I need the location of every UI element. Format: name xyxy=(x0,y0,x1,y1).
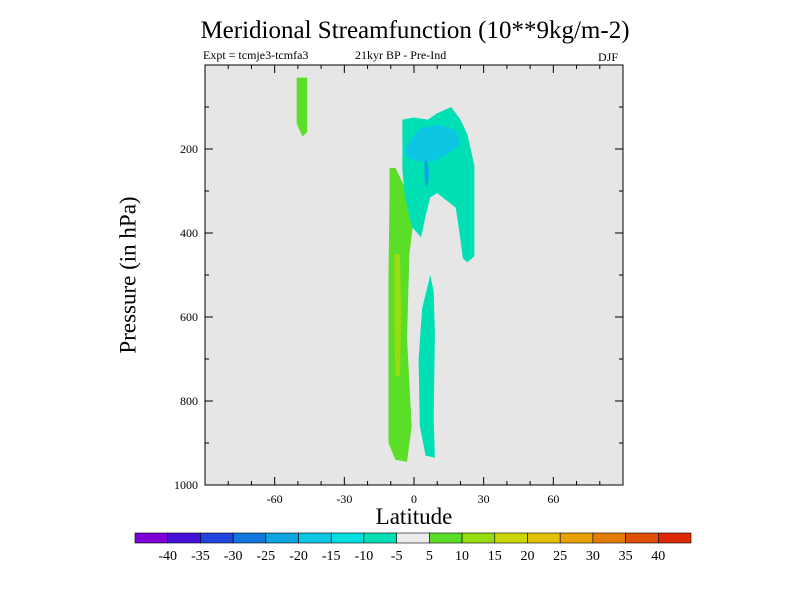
x-tick-label: 60 xyxy=(547,492,559,506)
colorbar-label: -25 xyxy=(256,549,275,564)
experiment-label: Expt = tcmje3-tcmfa3 xyxy=(203,48,309,62)
contour-region-3 xyxy=(394,254,402,376)
colorbar-label: 40 xyxy=(651,549,665,564)
colorbar-swatch xyxy=(657,532,692,544)
y-tick-label: 200 xyxy=(180,142,198,156)
colorbar-swatch xyxy=(363,532,397,544)
axis-ticks: -60 -30 0 30 60 200 400 600 800 1000 xyxy=(174,64,624,506)
colorbar-swatch xyxy=(265,532,299,544)
x-tick-label: 30 xyxy=(478,492,490,506)
colorbar-swatch xyxy=(461,532,496,544)
y-tick-label: 800 xyxy=(180,394,198,408)
contour-region-1 xyxy=(296,77,308,137)
contour-region-7 xyxy=(424,159,430,187)
x-tick-label: -60 xyxy=(267,492,283,506)
contour-region-2 xyxy=(388,167,414,462)
colorbar-swatch xyxy=(396,532,430,544)
colorbar-label: -20 xyxy=(289,549,308,564)
contour-region-6 xyxy=(404,124,461,162)
colorbar-swatch xyxy=(330,532,365,544)
colorbar-swatch xyxy=(592,532,626,544)
period-label: 21kyr BP - Pre-Ind xyxy=(355,48,447,62)
colorbar-label: -10 xyxy=(355,549,374,564)
colorbar-label: -40 xyxy=(158,549,177,564)
colorbar-swatch xyxy=(298,532,332,544)
colorbar-swatch xyxy=(527,532,561,544)
chart-title: Meridional Streamfunction (10**9kg/m-2) xyxy=(200,17,630,44)
x-axis-label: Latitude xyxy=(375,504,453,529)
colorbar-swatch xyxy=(232,532,267,544)
y-tick-label: 1000 xyxy=(174,478,198,492)
colorbar-swatch xyxy=(625,532,659,544)
colorbar-label: 30 xyxy=(586,549,600,564)
colorbar-label: 25 xyxy=(553,549,567,564)
contour-region-5 xyxy=(418,275,435,458)
colorbar-label: -30 xyxy=(224,549,243,564)
colorbar-swatch xyxy=(200,532,234,544)
colorbar-swatch xyxy=(167,532,201,544)
x-tick-label: 0 xyxy=(411,492,417,506)
colorbar-label: 20 xyxy=(520,549,534,564)
x-tick-label: -30 xyxy=(336,492,352,506)
colorbar-label: -5 xyxy=(391,549,403,564)
colorbar-swatch xyxy=(494,532,528,544)
colorbar-label: 35 xyxy=(619,549,633,564)
contour-regions xyxy=(296,77,475,462)
colorbar: -40 -35 -30 -25 -20 -15 -10 -5 5 10 15 20 25 30 35 40 xyxy=(134,532,692,564)
colorbar-label: 10 xyxy=(455,549,469,564)
colorbar-label: -15 xyxy=(322,549,341,564)
colorbar-swatch xyxy=(134,532,169,544)
colorbar-swatch xyxy=(559,532,594,544)
season-label: DJF xyxy=(598,50,619,64)
colorbar-swatch xyxy=(429,532,463,544)
colorbar-label: 15 xyxy=(488,549,502,564)
y-tick-label: 400 xyxy=(180,226,198,240)
colorbar-label: -35 xyxy=(191,549,210,564)
y-tick-label: 600 xyxy=(180,310,198,324)
colorbar-label: 5 xyxy=(426,549,433,564)
